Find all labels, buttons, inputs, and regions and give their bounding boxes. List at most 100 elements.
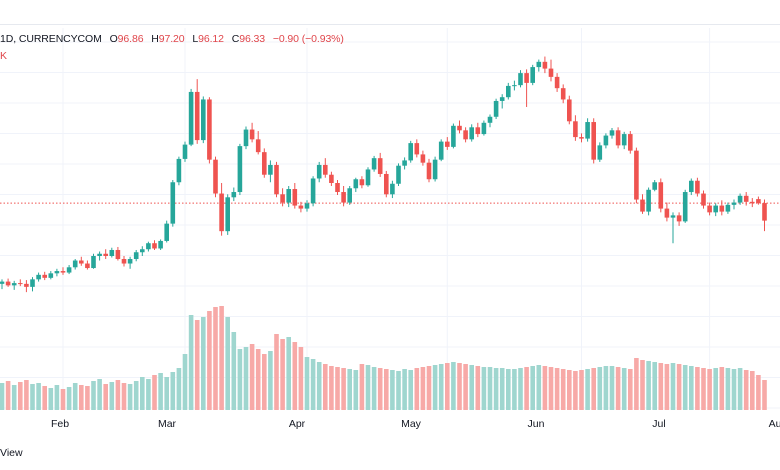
candle-body bbox=[585, 122, 590, 139]
candle-body bbox=[170, 182, 176, 224]
volume-bar bbox=[438, 364, 444, 410]
candle-body bbox=[237, 146, 243, 193]
candle-body bbox=[5, 281, 11, 286]
candle-body bbox=[316, 164, 322, 179]
candle-body bbox=[201, 99, 206, 141]
volume-bar bbox=[377, 368, 383, 410]
volume-bar bbox=[457, 363, 462, 410]
candle-body bbox=[323, 164, 328, 175]
candle-body bbox=[182, 144, 188, 159]
volume-bar bbox=[371, 367, 377, 410]
volume-bar bbox=[390, 370, 395, 410]
volume-bar bbox=[695, 367, 700, 410]
candle-body bbox=[420, 154, 426, 163]
volume-bar bbox=[737, 368, 743, 410]
volume-bar bbox=[133, 381, 139, 410]
volume-bar bbox=[396, 371, 401, 410]
volume-bar bbox=[451, 362, 456, 410]
volume-bar bbox=[609, 366, 615, 410]
candle-body bbox=[152, 243, 157, 249]
candle-body bbox=[707, 205, 712, 213]
candle-body bbox=[268, 164, 273, 175]
candle-body bbox=[164, 223, 169, 241]
volume-bar bbox=[158, 373, 163, 410]
candle-body bbox=[79, 260, 84, 264]
ohlc-legend: 1D, CURRENCYCOM O96.86 H97.20 L96.12 C96… bbox=[0, 33, 344, 45]
volume-bar bbox=[249, 344, 255, 410]
volume-bar bbox=[255, 349, 261, 410]
candle-body bbox=[634, 150, 639, 200]
candle-body bbox=[0, 281, 5, 284]
volume-bar bbox=[140, 377, 145, 410]
volume-bar bbox=[762, 380, 767, 410]
volume-bar bbox=[347, 369, 352, 410]
candle-body bbox=[140, 249, 145, 253]
volume-bar bbox=[530, 366, 535, 410]
volume-bar bbox=[384, 369, 389, 410]
volume-bar bbox=[329, 366, 334, 410]
candle-body bbox=[628, 134, 633, 151]
footer-view-text[interactable]: View bbox=[0, 447, 23, 459]
volume-bar bbox=[682, 365, 688, 410]
candle-body bbox=[109, 249, 115, 257]
candle-body bbox=[365, 169, 371, 186]
candle-body bbox=[121, 259, 127, 264]
candle-body bbox=[481, 122, 487, 135]
candle-body bbox=[499, 97, 505, 101]
volume-bar bbox=[298, 347, 304, 410]
volume-bar bbox=[262, 354, 267, 410]
candle-body bbox=[274, 164, 279, 195]
volume-bar bbox=[615, 367, 621, 410]
candle-body bbox=[426, 162, 432, 180]
volume-bar bbox=[268, 351, 273, 410]
candle-body bbox=[603, 135, 609, 146]
volume-bar bbox=[54, 385, 60, 410]
volume-bar bbox=[432, 365, 438, 410]
volume-bar bbox=[548, 367, 554, 410]
candle-body bbox=[432, 159, 438, 180]
volume-bar bbox=[274, 334, 279, 410]
volume-bar bbox=[36, 383, 41, 410]
candle-body bbox=[359, 179, 365, 186]
volume-bar bbox=[518, 368, 523, 410]
top-border bbox=[0, 24, 780, 25]
volume-bar bbox=[79, 385, 84, 410]
volume-bar bbox=[341, 368, 346, 410]
candle-body bbox=[506, 85, 511, 98]
candle-body bbox=[133, 252, 139, 260]
candle-body bbox=[188, 91, 194, 145]
candle-body bbox=[695, 180, 700, 194]
change-value: −0.90 (−0.93%) bbox=[272, 33, 344, 45]
volume-bar bbox=[292, 342, 298, 410]
candle-body bbox=[591, 122, 596, 160]
candle-body bbox=[597, 145, 603, 160]
candle-body bbox=[219, 193, 224, 232]
volume-bar bbox=[194, 320, 200, 410]
candle-body bbox=[146, 243, 151, 250]
candle-body bbox=[670, 215, 676, 218]
candle-body bbox=[42, 274, 47, 278]
candle-body bbox=[414, 143, 420, 155]
volume-bar bbox=[408, 370, 413, 410]
candle-body bbox=[512, 85, 517, 87]
volume-bar bbox=[713, 368, 718, 410]
candle-body bbox=[97, 253, 102, 257]
candle-body bbox=[475, 127, 481, 135]
volume-bar bbox=[542, 366, 548, 410]
volume-bar bbox=[560, 369, 566, 410]
candle-body bbox=[554, 76, 560, 89]
volume-bar bbox=[359, 364, 365, 410]
candle-body bbox=[493, 100, 499, 117]
candle-body bbox=[750, 201, 755, 204]
volume-bar bbox=[475, 366, 481, 410]
low-value: 96.12 bbox=[198, 33, 224, 45]
candle-body bbox=[682, 192, 688, 222]
x-tick-label: Feb bbox=[50, 418, 70, 430]
candle-body bbox=[701, 193, 706, 206]
volume-bar bbox=[481, 367, 487, 410]
open-value: 96.86 bbox=[117, 33, 144, 45]
candle-body bbox=[11, 283, 17, 286]
volume-bar bbox=[676, 364, 682, 410]
